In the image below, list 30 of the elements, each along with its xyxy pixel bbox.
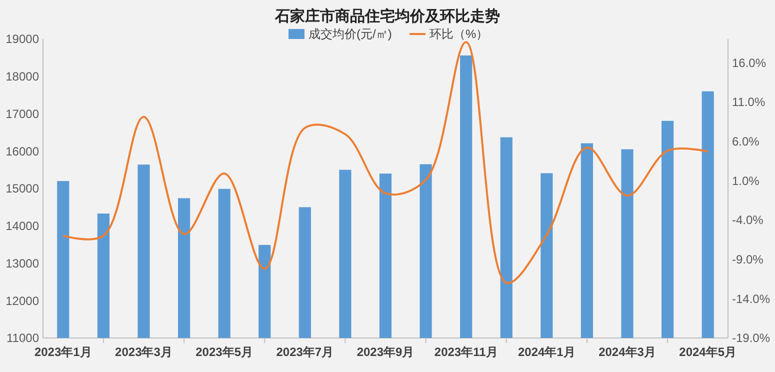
y-tick-label: 11000	[6, 331, 40, 346]
legend-label: 环比（%）	[430, 27, 488, 41]
x-tick-label: 2024年5月	[679, 345, 737, 359]
x-tick-label: 2023年7月	[276, 345, 334, 359]
x-tick-label: 2024年1月	[518, 345, 576, 359]
y2-tick-label: 6.0%	[732, 134, 760, 148]
x-tick-label: 2023年11月	[434, 345, 498, 359]
y2-tick-label: 11.0%	[732, 95, 766, 110]
y-tick-label: 18000	[6, 70, 40, 84]
y2-tick-label: -9.0%	[732, 252, 764, 267]
y-tick-label: 14000	[6, 219, 40, 234]
x-tick-label: 2023年3月	[115, 345, 172, 359]
x-tick-label: 2024年3月	[598, 345, 656, 359]
y-tick-label: 12000	[6, 294, 40, 308]
y2-tick-label: -19.0%	[732, 331, 770, 346]
y-tick-label: 13000	[6, 256, 40, 270]
y-tick-label: 19000	[6, 32, 40, 46]
y-tick-label: 15000	[6, 182, 40, 196]
legend-label: 成交均价(元/㎡)	[308, 27, 392, 41]
x-tick-label: 2023年9月	[356, 345, 414, 359]
x-tick-label: 2023年5月	[196, 345, 254, 359]
x-tick-label: 2023年1月	[34, 345, 92, 359]
line-series	[62, 41, 709, 284]
y2-tick-label: -14.0%	[732, 292, 770, 306]
y-tick-label: 16000	[6, 144, 40, 158]
y2-tick-label: -4.0%	[732, 213, 764, 228]
y-tick-label: 17000	[6, 106, 40, 121]
y2-tick-label: 1.0%	[732, 174, 760, 188]
y2-tick-label: 16.0%	[732, 56, 766, 70]
chart-title: 石家庄市商品住宅均价及环比走势	[274, 7, 500, 25]
